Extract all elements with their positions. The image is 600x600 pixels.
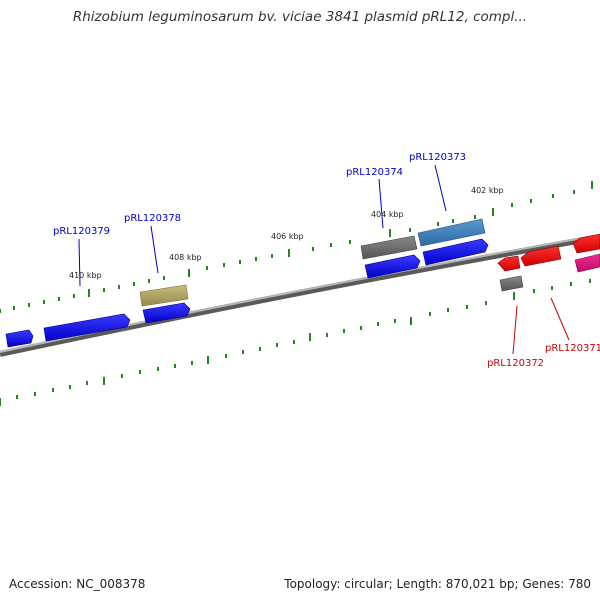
gene-feature-pRL120373[interactable] (417, 218, 486, 247)
gene-feature-magenta[interactable] (574, 253, 600, 273)
forward-gene-3[interactable] (142, 302, 191, 324)
leader-pRL120379 (78, 238, 81, 287)
gene-label-pRL120373[interactable]: pRL120373 (409, 152, 466, 163)
gene-label-pRL120378[interactable]: pRL120378 (124, 213, 181, 224)
backbone (0, 234, 600, 357)
gene-label-pRL120379[interactable]: pRL120379 (53, 226, 110, 237)
forward-gene-4[interactable] (364, 254, 421, 279)
leader-pRL120374 (378, 178, 384, 229)
gene-feature-pRL120372[interactable] (499, 275, 524, 292)
leader-pRL120371 (550, 297, 570, 341)
upper-tick-ring (0, 181, 593, 313)
leader-pRL120378 (150, 225, 159, 274)
scale-label-406: 406 kbp (271, 232, 304, 241)
gene-label-pRL120371[interactable]: pRL120371 (545, 343, 600, 354)
gene-label-pRL120372[interactable]: pRL120372 (487, 358, 544, 369)
reverse-gene-2[interactable] (520, 245, 562, 267)
scale-label-404: 404 kbp (371, 210, 404, 219)
leader-pRL120372 (512, 305, 518, 355)
genome-summary-text: Topology: circular; Length: 870,021 bp; … (284, 577, 591, 591)
scale-label-408: 408 kbp (169, 253, 202, 262)
accession-text: Accession: NC_008378 (9, 577, 146, 591)
reverse-gene-3[interactable] (572, 233, 600, 254)
scale-label-410: 410 kbp (69, 271, 102, 280)
gene-label-pRL120374[interactable]: pRL120374 (346, 167, 403, 178)
gene-feature-pRL120378[interactable] (139, 284, 189, 307)
forward-gene-2[interactable] (43, 313, 131, 342)
forward-gene-1[interactable] (5, 329, 34, 348)
leader-pRL120373 (434, 164, 447, 212)
reverse-gene-1[interactable] (497, 255, 521, 272)
map-title: Rhizobium leguminosarum bv. viciae 3841 … (72, 9, 528, 25)
lower-tick-ring (0, 279, 591, 406)
forward-gene-5[interactable] (422, 238, 489, 266)
gene-feature-pRL120374[interactable] (360, 235, 418, 260)
scale-label-402: 402 kbp (471, 186, 504, 195)
